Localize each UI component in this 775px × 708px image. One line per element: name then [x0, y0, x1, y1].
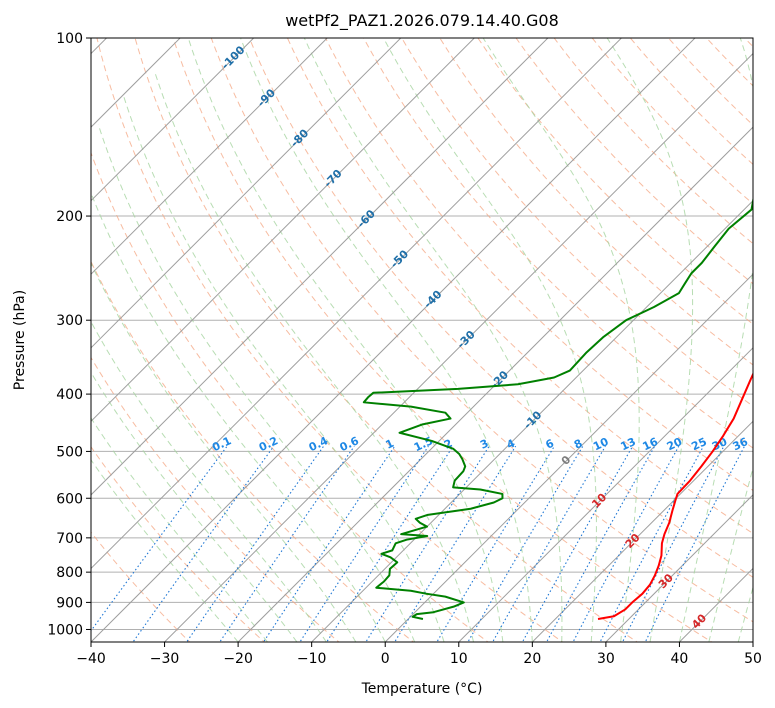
- x-tick-label: −30: [150, 651, 180, 667]
- dry-adiabat: [286, 38, 753, 535]
- x-axis-ticks: −40 −30 −20 −10 0 10 20 30 40 50: [76, 642, 762, 667]
- moist-adiabat: [122, 95, 445, 642]
- y-tick-label: 100: [56, 31, 83, 47]
- x-tick-label: 20: [523, 651, 541, 667]
- mixing-ratio-line: [185, 445, 325, 642]
- mixing-ratio-line: [299, 445, 429, 642]
- mixing-ratio-line: [436, 445, 555, 642]
- x-tick-label: 0: [381, 651, 390, 667]
- mixing-ratio-label: 10: [591, 435, 611, 453]
- isotherm-line: [91, 38, 328, 275]
- x-tick-label: 10: [450, 651, 468, 667]
- y-tick-label: 1000: [47, 622, 83, 638]
- x-tick-label: −20: [223, 651, 253, 667]
- mixing-ratio-label: 25: [689, 435, 708, 453]
- isotherm-line: [605, 494, 753, 642]
- mixing-ratio-line: [91, 445, 228, 632]
- isotherm-line: [163, 52, 753, 642]
- y-tick-label: 200: [56, 209, 83, 225]
- y-tick-label: 900: [56, 595, 83, 611]
- moist-adiabat: [482, 38, 640, 642]
- moist-adiabat: [240, 38, 533, 642]
- dry-adiabats: [91, 38, 753, 642]
- dry-adiabat: [91, 151, 489, 642]
- mixing-ratio-line: [365, 445, 490, 642]
- isotherm-line: [458, 347, 753, 642]
- moist-adiabat: [91, 371, 298, 642]
- moist-adiabat: [606, 38, 694, 642]
- dry-adiabat: [363, 38, 753, 449]
- moist-adiabat: [383, 38, 597, 642]
- x-tick-label: 50: [744, 651, 762, 667]
- moist-adiabat: [97, 124, 416, 642]
- isotherm-line: [91, 38, 549, 496]
- y-tick-label: 300: [56, 313, 83, 329]
- moist-adiabat: [708, 466, 753, 642]
- x-tick-label: 40: [671, 651, 689, 667]
- y-tick-label: 600: [56, 491, 83, 507]
- dry-adiabat: [210, 38, 753, 623]
- isotherm-line: [91, 38, 476, 423]
- dewpoint-profile: [362, 195, 753, 620]
- mixing-ratio-label: 16: [641, 435, 661, 453]
- y-axis-ticks: 100 200 300 400 500 600 700 800 900 1000: [47, 31, 91, 638]
- isotherm-line: [237, 126, 753, 642]
- chart-title: wetPf2_PAZ1.2026.079.14.40.G08: [285, 11, 559, 31]
- mixing-ratio-line: [492, 445, 606, 642]
- moist-adiabat: [91, 262, 357, 642]
- isotherm-line: [384, 273, 753, 642]
- isotherm-line: [310, 199, 753, 642]
- mixing-ratio-line: [262, 445, 396, 642]
- y-tick-label: 400: [56, 387, 83, 403]
- dry-adiabat: [91, 260, 415, 642]
- y-axis-label: Pressure (hPa): [12, 290, 28, 390]
- dry-adiabat: [248, 38, 753, 578]
- x-tick-label: −10: [297, 651, 327, 667]
- mixing-ratio-label: 20: [665, 435, 685, 453]
- plot-frame: [90, 37, 754, 643]
- moist-adiabat: [303, 38, 563, 642]
- temperature-profile: [597, 371, 753, 620]
- dry-adiabat: [96, 38, 564, 642]
- x-tick-label: 30: [597, 651, 615, 667]
- mixing-ratio-line: [219, 445, 355, 642]
- x-axis-label: Temperature (°C): [361, 681, 483, 697]
- moist-adiabat: [678, 38, 753, 642]
- plot-area: -100-90-80-70-60-50-40-30-20-10010203040…: [91, 38, 753, 642]
- y-tick-label: 700: [56, 531, 83, 547]
- isotherm-line: [91, 38, 402, 349]
- mixing-ratio-line: [572, 445, 680, 642]
- moist-adiabat: [154, 73, 474, 642]
- mixing-ratio-label: 36: [731, 435, 751, 453]
- moist-adiabat: [91, 417, 268, 642]
- isotherm-line: [91, 38, 623, 570]
- isotherm-line: [91, 38, 696, 642]
- moist-adiabat: [91, 320, 327, 642]
- isotherm-line: [531, 420, 753, 642]
- y-tick-label: 800: [56, 565, 83, 581]
- dry-adiabat: [91, 356, 340, 642]
- dry-adiabat: [91, 445, 265, 642]
- x-tick-label: −40: [76, 651, 106, 667]
- dry-adiabat: [134, 38, 639, 642]
- sounding-series: [362, 195, 753, 620]
- mixing-ratio-line: [394, 445, 517, 642]
- moist-adiabat: [91, 191, 386, 642]
- mixing-ratio-line: [326, 445, 454, 642]
- isotherm-line: [91, 38, 255, 202]
- mixing-ratio-label: 13: [618, 435, 637, 453]
- y-tick-label: 500: [56, 444, 83, 460]
- moist-adiabat: [737, 585, 753, 642]
- dry-adiabat: [324, 38, 753, 491]
- skewed-isotherms: [91, 38, 753, 642]
- mixing-ratio-line: [467, 445, 584, 642]
